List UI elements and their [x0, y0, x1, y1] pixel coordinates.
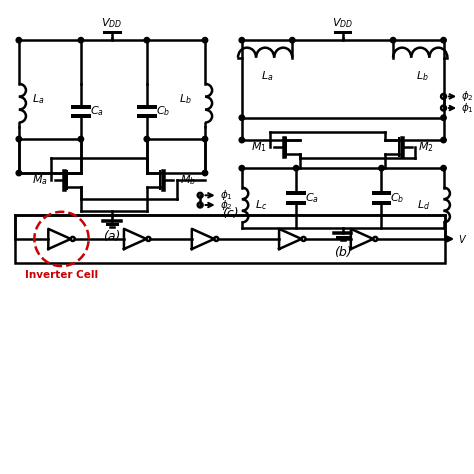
- Circle shape: [239, 115, 245, 120]
- Text: $M_b$: $M_b$: [180, 173, 196, 187]
- Text: $C_b$: $C_b$: [390, 191, 404, 205]
- Circle shape: [441, 137, 446, 143]
- Text: $V_{DD}$: $V_{DD}$: [101, 17, 122, 30]
- Text: $M_a$: $M_a$: [32, 173, 48, 187]
- Circle shape: [202, 137, 208, 142]
- Text: $L_a$: $L_a$: [32, 92, 45, 106]
- Circle shape: [239, 137, 245, 143]
- Circle shape: [144, 137, 149, 142]
- Text: $M_2$: $M_2$: [419, 140, 434, 154]
- Circle shape: [16, 170, 21, 176]
- Circle shape: [379, 165, 384, 171]
- Circle shape: [441, 37, 446, 43]
- Text: $V_{DD}$: $V_{DD}$: [332, 17, 353, 30]
- Circle shape: [144, 37, 149, 43]
- Text: (b): (b): [334, 246, 352, 259]
- Circle shape: [16, 37, 21, 43]
- Circle shape: [239, 37, 245, 43]
- Text: $\phi_1$: $\phi_1$: [461, 101, 474, 115]
- Text: $C_a$: $C_a$: [305, 191, 319, 205]
- Circle shape: [78, 37, 83, 43]
- Text: $M_1$: $M_1$: [251, 140, 267, 154]
- Text: (a): (a): [103, 230, 120, 243]
- Circle shape: [78, 137, 83, 142]
- Text: $\phi_1$: $\phi_1$: [219, 188, 232, 202]
- Text: $V$: $V$: [458, 233, 467, 245]
- Text: $C_b$: $C_b$: [155, 105, 170, 118]
- Text: $L_b$: $L_b$: [179, 92, 191, 106]
- Text: Inverter Cell: Inverter Cell: [25, 270, 98, 280]
- Text: (c): (c): [222, 207, 238, 220]
- Text: $L_d$: $L_d$: [417, 198, 430, 212]
- Circle shape: [441, 115, 446, 120]
- Text: $C_a$: $C_a$: [90, 105, 104, 118]
- Circle shape: [239, 165, 245, 171]
- Text: $\phi_2$: $\phi_2$: [461, 90, 474, 103]
- Text: $L_a$: $L_a$: [261, 69, 273, 83]
- Circle shape: [16, 137, 21, 142]
- Text: $L_b$: $L_b$: [416, 69, 428, 83]
- Circle shape: [290, 37, 295, 43]
- Circle shape: [293, 165, 299, 171]
- Circle shape: [441, 165, 446, 171]
- Text: $\phi_2$: $\phi_2$: [219, 198, 232, 212]
- Circle shape: [202, 37, 208, 43]
- Circle shape: [202, 170, 208, 176]
- Text: $L_c$: $L_c$: [255, 198, 268, 212]
- Circle shape: [391, 37, 396, 43]
